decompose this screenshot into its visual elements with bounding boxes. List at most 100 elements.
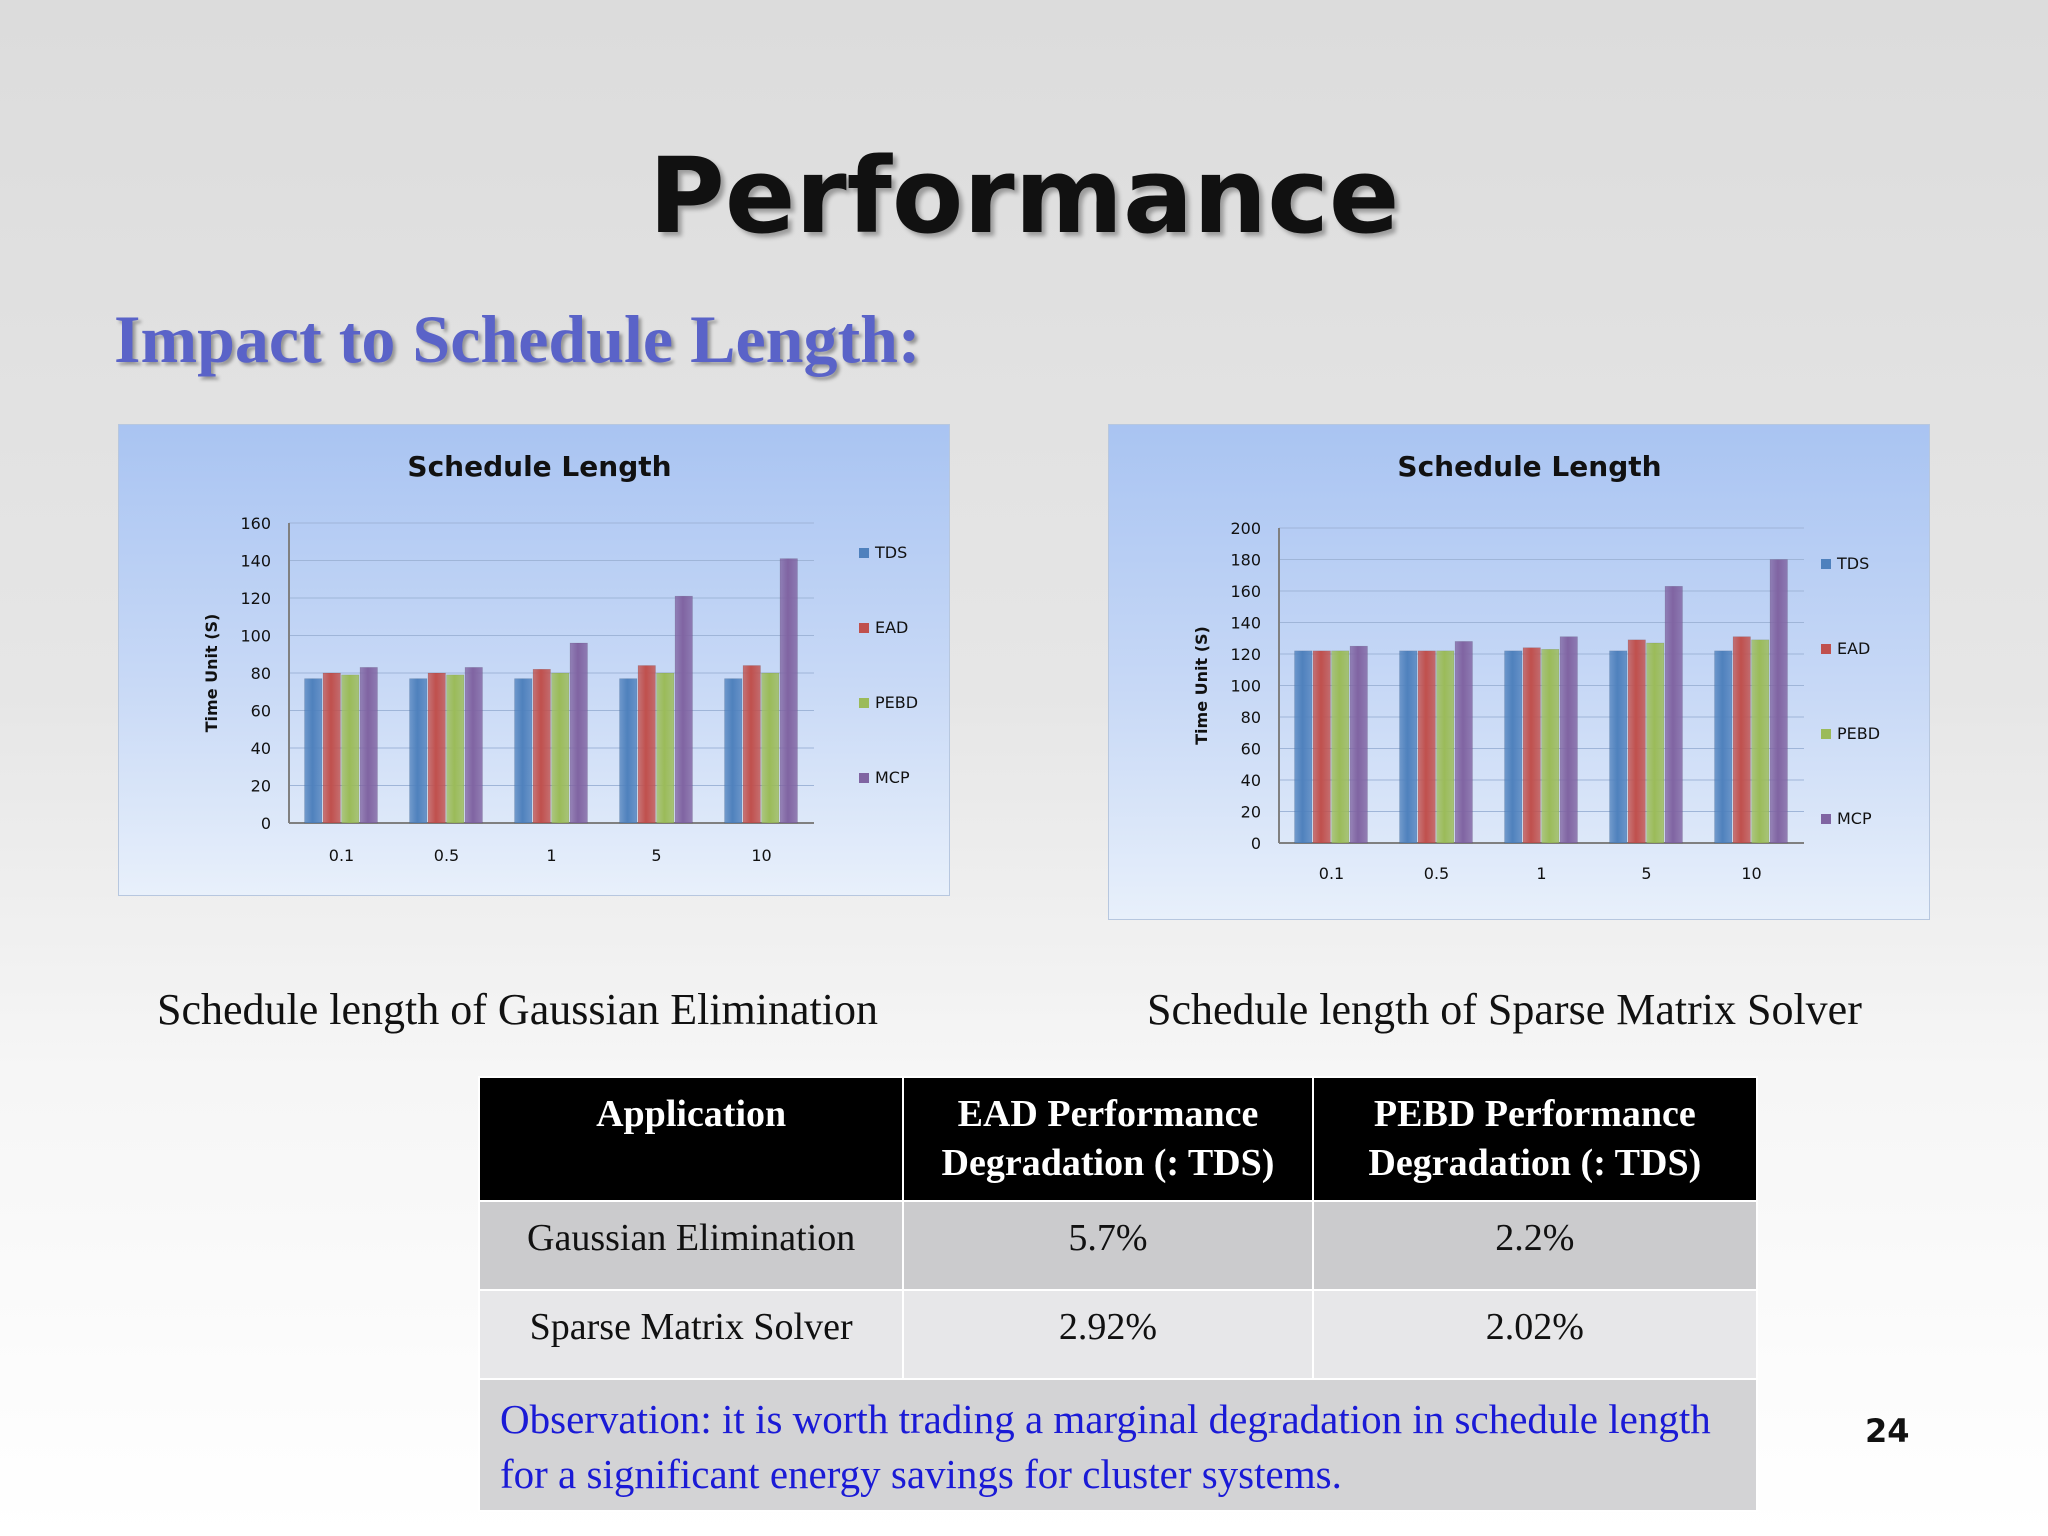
header-ead-degradation: EAD Performance Degradation (: TDS) <box>902 1076 1314 1202</box>
legend-swatch-ead <box>859 623 869 633</box>
bar-tds-1 <box>514 678 533 824</box>
bar-tds-1 <box>1504 650 1523 844</box>
slide-subtitle: Impact to Schedule Length: <box>114 301 921 377</box>
y-tick-label: 60 <box>251 702 271 721</box>
cell-application: Gaussian Elimination <box>477 1200 905 1291</box>
bar-tds-10 <box>1714 650 1733 844</box>
bar-tds-5 <box>1609 650 1628 844</box>
legend-label-tds: TDS <box>1836 554 1869 573</box>
y-tick-label: 160 <box>1230 582 1261 601</box>
legend-swatch-pebd <box>859 698 869 708</box>
y-tick-label: 100 <box>1230 677 1261 696</box>
header-application: Application <box>477 1076 905 1202</box>
page-number: 24 <box>1865 1412 1910 1450</box>
y-tick-label: 140 <box>240 552 271 571</box>
slide-title: Performance <box>648 135 1400 257</box>
performance-table: Application EAD Performance Degradation … <box>477 1076 1759 1512</box>
legend-label-pebd: PEBD <box>1837 724 1880 743</box>
bar-mcp-0.1 <box>359 667 378 824</box>
bar-tds-0.5 <box>409 678 428 824</box>
bar-pebd-5 <box>1646 642 1665 844</box>
bar-tds-10 <box>724 678 743 824</box>
legend-label-ead: EAD <box>1837 639 1870 658</box>
bar-ead-5 <box>1627 639 1646 844</box>
legend-label-tds: TDS <box>874 543 907 562</box>
cell-ead: 5.7% <box>902 1200 1314 1291</box>
bar-pebd-1 <box>1541 649 1560 844</box>
legend-label-pebd: PEBD <box>875 693 918 712</box>
bar-pebd-10 <box>761 672 780 824</box>
bar-ead-0.1 <box>322 672 341 824</box>
bar-pebd-0.1 <box>341 674 360 824</box>
observation-row: Observation: it is worth trading a margi… <box>478 1378 1758 1512</box>
x-tick-label: 0.5 <box>1424 864 1449 883</box>
bar-ead-10 <box>1732 636 1751 844</box>
bar-mcp-10 <box>1769 559 1788 844</box>
y-tick-label: 200 <box>1230 519 1261 538</box>
x-tick-label: 5 <box>651 846 661 865</box>
chart-title: Schedule Length <box>407 450 671 483</box>
x-tick-label: 1 <box>1536 864 1546 883</box>
legend-swatch-tds <box>1821 559 1831 569</box>
y-tick-label: 0 <box>1251 834 1261 853</box>
x-tick-label: 5 <box>1641 864 1651 883</box>
y-tick-label: 20 <box>1241 803 1261 822</box>
legend-swatch-mcp <box>859 773 869 783</box>
bar-pebd-0.5 <box>1436 650 1455 844</box>
bar-pebd-5 <box>656 672 675 824</box>
bar-mcp-0.1 <box>1349 645 1368 844</box>
bar-ead-5 <box>637 665 656 824</box>
x-tick-label: 0.5 <box>434 846 459 865</box>
bar-tds-5 <box>619 678 638 824</box>
cell-pebd: 2.2% <box>1311 1200 1759 1291</box>
chart-gaussian-elimination: Schedule Length 0 20 40 60 80 100 120 140 160 Time… <box>118 424 950 896</box>
cell-application: Sparse Matrix Solver <box>477 1289 905 1380</box>
y-tick-label: 140 <box>1230 614 1261 633</box>
y-tick-label: 100 <box>240 627 271 646</box>
legend-label-mcp: MCP <box>875 768 910 787</box>
table-row: Sparse Matrix Solver 2.92% 2.02% <box>477 1289 1759 1380</box>
bar-ead-0.5 <box>427 672 446 824</box>
bar-mcp-0.5 <box>1454 641 1473 844</box>
bar-ead-0.5 <box>1417 650 1436 844</box>
bar-tds-0.5 <box>1399 650 1418 844</box>
legend-swatch-ead <box>1821 644 1831 654</box>
y-tick-label: 20 <box>251 777 271 796</box>
chart-sparse-matrix-solver: Schedule Length 0 20 40 60 80 100 120 140 160 180 2… <box>1108 424 1930 920</box>
x-tick-label: 0.1 <box>329 846 354 865</box>
legend-label-mcp: MCP <box>1837 809 1872 828</box>
y-tick-label: 120 <box>240 589 271 608</box>
y-axis-label: Time Unit (S) <box>1192 626 1211 745</box>
legend-swatch-mcp <box>1821 814 1831 824</box>
observation-text: Observation: it is worth trading a margi… <box>478 1378 1758 1512</box>
bar-mcp-1 <box>569 642 588 824</box>
chart-svg: Schedule Length 0 20 40 60 80 100 120 140 160 Time… <box>202 450 918 865</box>
bar-ead-1 <box>1522 647 1541 844</box>
table-row: Gaussian Elimination 5.7% 2.2% <box>477 1200 1759 1291</box>
x-tick-label: 10 <box>751 846 771 865</box>
cell-pebd: 2.02% <box>1311 1289 1759 1380</box>
caption-gaussian: Schedule length of Gaussian Elimination <box>157 985 878 1034</box>
caption-sparse: Schedule length of Sparse Matrix Solver <box>1147 985 1862 1034</box>
y-tick-label: 0 <box>261 814 271 833</box>
y-tick-label: 160 <box>240 514 271 533</box>
bar-pebd-10 <box>1751 639 1770 844</box>
y-tick-label: 60 <box>1241 740 1261 759</box>
bar-tds-0.1 <box>1294 650 1313 844</box>
y-tick-label: 80 <box>251 664 271 683</box>
bar-mcp-5 <box>1664 586 1683 844</box>
legend-swatch-pebd <box>1821 729 1831 739</box>
y-tick-label: 180 <box>1230 551 1261 570</box>
bar-pebd-0.5 <box>446 674 465 824</box>
y-tick-label: 120 <box>1230 645 1261 664</box>
chart-svg: Schedule Length 0 20 40 60 80 100 120 140 160 180 2… <box>1192 450 1880 883</box>
table-header-row: Application EAD Performance Degradation … <box>477 1076 1759 1202</box>
bar-pebd-1 <box>551 672 570 824</box>
x-tick-label: 10 <box>1741 864 1761 883</box>
chart-title: Schedule Length <box>1397 450 1661 483</box>
bar-mcp-5 <box>674 595 693 824</box>
bar-pebd-0.1 <box>1331 650 1350 844</box>
x-tick-label: 0.1 <box>1319 864 1344 883</box>
y-tick-label: 40 <box>1241 771 1261 790</box>
legend-label-ead: EAD <box>875 618 908 637</box>
